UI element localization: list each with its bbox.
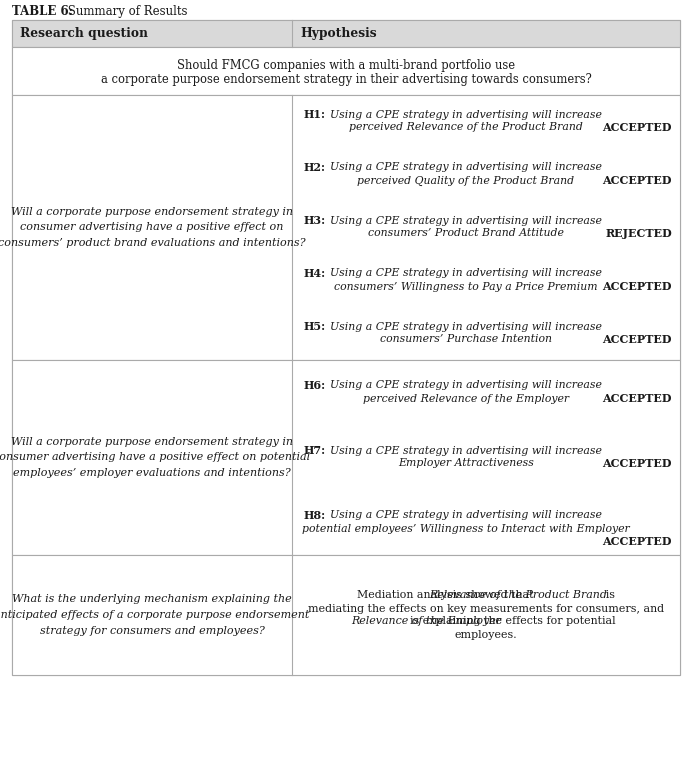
Text: Using a CPE strategy in advertising will increase: Using a CPE strategy in advertising will… [330,446,602,455]
Text: H1:: H1: [304,109,326,120]
Text: H7:: H7: [304,445,326,456]
Text: ACCEPTED: ACCEPTED [603,122,672,133]
Text: a corporate purpose endorsement strategy in their advertising towards consumers?: a corporate purpose endorsement strategy… [100,73,592,86]
Text: Employer Attractiveness: Employer Attractiveness [398,458,534,468]
Text: Using a CPE strategy in advertising will increase: Using a CPE strategy in advertising will… [330,109,602,119]
Text: H6:: H6: [304,380,326,391]
Text: ACCEPTED: ACCEPTED [603,334,672,345]
Text: Hypothesis: Hypothesis [300,27,376,40]
Text: TABLE 6:: TABLE 6: [12,5,73,18]
Text: H3:: H3: [304,215,326,226]
Text: consumers’ Purchase Intention: consumers’ Purchase Intention [380,335,552,345]
Text: What is the underlying mechanism explaining the
anticipated effects of a corpora: What is the underlying mechanism explain… [0,594,310,635]
Text: consumers’ Product Brand Attitude: consumers’ Product Brand Attitude [368,228,564,238]
Text: Should FMCG companies with a multi-brand portfolio use: Should FMCG companies with a multi-brand… [177,58,515,71]
Text: H2:: H2: [304,162,326,173]
Text: perceived Relevance of the Employer: perceived Relevance of the Employer [363,393,569,404]
Text: perceived Relevance of the Product Brand: perceived Relevance of the Product Brand [349,122,583,133]
Text: Relevance of the Product Brand: Relevance of the Product Brand [429,591,607,600]
Text: Using a CPE strategy in advertising will increase: Using a CPE strategy in advertising will… [330,269,602,279]
Text: REJECTED: REJECTED [606,228,672,239]
Text: Using a CPE strategy in advertising will increase: Using a CPE strategy in advertising will… [330,322,602,332]
Text: Will a corporate purpose endorsement strategy in
consumer advertising have a pos: Will a corporate purpose endorsement str… [0,207,306,248]
Text: Using a CPE strategy in advertising will increase: Using a CPE strategy in advertising will… [330,511,602,521]
Text: ACCEPTED: ACCEPTED [603,536,672,547]
Bar [12,20,680,47]
Bar [12,47,680,95]
Text: Mediation analysis showed that                               is: Mediation analysis showed that is [357,591,615,600]
Text: potential employees’ Willingness to Interact with Employer: potential employees’ Willingness to Inte… [302,524,630,534]
Text: perceived Quality of the Product Brand: perceived Quality of the Product Brand [358,175,574,185]
Text: H4:: H4: [304,268,326,279]
Text: Summary of Results: Summary of Results [64,5,188,18]
Text: consumers’ Willingness to Pay a Price Premium: consumers’ Willingness to Pay a Price Pr… [334,282,598,291]
Text: ACCEPTED: ACCEPTED [603,458,672,469]
Text: H5:: H5: [304,321,326,332]
Text: ACCEPTED: ACCEPTED [603,281,672,292]
Text: employees.: employees. [455,629,518,640]
Text: Using a CPE strategy in advertising will increase: Using a CPE strategy in advertising will… [330,216,602,225]
Text: ACCEPTED: ACCEPTED [603,393,672,404]
Text: Using a CPE strategy in advertising will increase: Using a CPE strategy in advertising will… [330,380,602,390]
Bar [12,555,680,675]
Bar [12,360,680,555]
Text: Will a corporate purpose endorsement strategy in
consumer advertising have a pos: Will a corporate purpose endorsement str… [0,437,311,478]
Text: H8:: H8: [304,510,326,521]
Bar [12,20,680,675]
Text: mediating the effects on key measurements for consumers, and: mediating the effects on key measurement… [308,603,664,613]
Text: Research question: Research question [20,27,148,40]
Bar [12,95,680,360]
Text: Using a CPE strategy in advertising will increase: Using a CPE strategy in advertising will… [330,162,602,172]
Text: ACCEPTED: ACCEPTED [603,175,672,186]
Text: is explaining the effects for potential: is explaining the effects for potential [356,616,615,626]
Text: Relevance of the Employer: Relevance of the Employer [351,616,501,626]
